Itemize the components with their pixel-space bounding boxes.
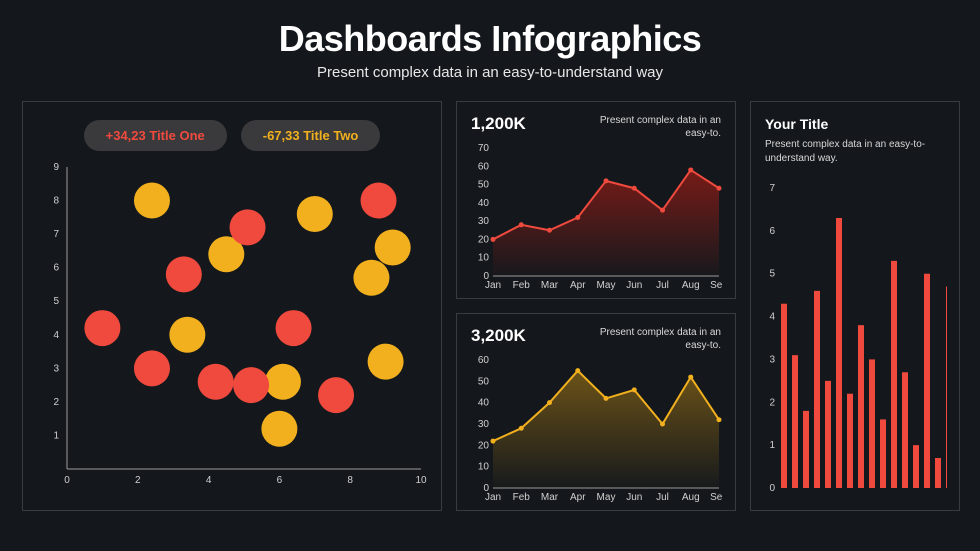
svg-text:Aug: Aug <box>682 492 700 503</box>
svg-text:Apr: Apr <box>570 280 586 291</box>
svg-text:Mar: Mar <box>541 492 559 503</box>
svg-text:4: 4 <box>769 312 775 323</box>
svg-text:2: 2 <box>135 475 141 486</box>
svg-text:3: 3 <box>53 363 59 374</box>
svg-text:6: 6 <box>769 226 775 237</box>
svg-text:1: 1 <box>53 430 59 441</box>
svg-text:Aug: Aug <box>682 280 700 291</box>
svg-text:Jun: Jun <box>626 280 642 291</box>
svg-text:Feb: Feb <box>513 492 531 503</box>
svg-text:3: 3 <box>769 354 775 365</box>
svg-text:Jun: Jun <box>626 492 642 503</box>
page-title: Dashboards Infographics <box>0 18 980 60</box>
svg-text:60: 60 <box>478 161 490 172</box>
svg-text:30: 30 <box>478 216 490 227</box>
svg-text:7: 7 <box>53 229 59 240</box>
svg-text:Jul: Jul <box>656 492 669 503</box>
svg-text:Sep: Sep <box>710 280 723 291</box>
svg-text:Jan: Jan <box>485 280 501 291</box>
svg-text:0: 0 <box>769 483 775 494</box>
svg-text:10: 10 <box>478 462 490 473</box>
svg-text:1: 1 <box>769 440 775 451</box>
svg-text:70: 70 <box>478 144 490 154</box>
svg-text:Apr: Apr <box>570 492 586 503</box>
area-panel-2: 3,200K Present complex data in an easy-t… <box>456 313 736 511</box>
scatter-panel: +34,23 Title One -67,33 Title Two 1 2 3 4 5 6… <box>22 101 442 511</box>
svg-text:Jan: Jan <box>485 492 501 503</box>
kpi-2: 3,200K <box>471 326 526 346</box>
svg-text:40: 40 <box>478 398 490 409</box>
bar-panel: Your Title Present complex data in an ea… <box>750 101 960 511</box>
svg-text:50: 50 <box>478 180 490 191</box>
kpi-1: 1,200K <box>471 114 526 134</box>
svg-text:30: 30 <box>478 419 490 430</box>
svg-text:8: 8 <box>347 475 353 486</box>
pill-title-two: -67,33 Title Two <box>241 120 381 151</box>
pill-title-one: +34,23 Title One <box>84 120 227 151</box>
svg-text:10: 10 <box>415 475 427 486</box>
svg-text:May: May <box>597 492 616 503</box>
area-chart-2: 0102030405060JanFebMarAprMayJunJulAugSep <box>471 356 723 506</box>
scatter-legend: +34,23 Title One -67,33 Title Two <box>39 120 425 151</box>
svg-text:60: 60 <box>478 356 490 366</box>
svg-text:6: 6 <box>53 263 59 274</box>
svg-text:4: 4 <box>206 475 212 486</box>
svg-text:Feb: Feb <box>513 280 531 291</box>
svg-text:2: 2 <box>53 397 59 408</box>
kpi-1-desc: Present complex data in an easy-to. <box>591 114 721 140</box>
svg-text:Mar: Mar <box>541 280 559 291</box>
bar-title: Your Title <box>765 116 945 132</box>
svg-text:2: 2 <box>769 397 775 408</box>
svg-text:0: 0 <box>64 475 70 486</box>
bar-desc: Present complex data in an easy-to-under… <box>765 138 945 166</box>
svg-text:50: 50 <box>478 376 490 387</box>
bar-chart: 0 1 2 3 4 5 6 7 <box>765 184 947 494</box>
svg-text:5: 5 <box>53 296 59 307</box>
area-panel-1: 1,200K Present complex data in an easy-t… <box>456 101 736 299</box>
svg-text:Sep: Sep <box>710 492 723 503</box>
svg-text:20: 20 <box>478 234 490 245</box>
svg-text:May: May <box>597 280 616 291</box>
page-subtitle: Present complex data in an easy-to-under… <box>0 64 980 81</box>
area-column: 1,200K Present complex data in an easy-t… <box>456 101 736 511</box>
scatter-chart: 1 2 3 4 5 6 7 8 9 0 2 4 6 8 10 <box>39 161 427 491</box>
svg-text:8: 8 <box>53 196 59 207</box>
svg-text:5: 5 <box>769 269 775 280</box>
svg-text:40: 40 <box>478 198 490 209</box>
svg-text:4: 4 <box>53 330 59 341</box>
svg-text:20: 20 <box>478 440 490 451</box>
dashboard-grid: +34,23 Title One -67,33 Title Two 1 2 3 4 5 6… <box>0 81 980 511</box>
svg-text:7: 7 <box>769 184 775 194</box>
svg-text:10: 10 <box>478 253 490 264</box>
area-chart-1: 010203040506070JanFebMarAprMayJunJulAugS… <box>471 144 723 294</box>
svg-text:9: 9 <box>53 162 59 173</box>
kpi-2-desc: Present complex data in an easy-to. <box>591 326 721 352</box>
svg-text:6: 6 <box>277 475 283 486</box>
svg-text:Jul: Jul <box>656 280 669 291</box>
header: Dashboards Infographics Present complex … <box>0 0 980 81</box>
